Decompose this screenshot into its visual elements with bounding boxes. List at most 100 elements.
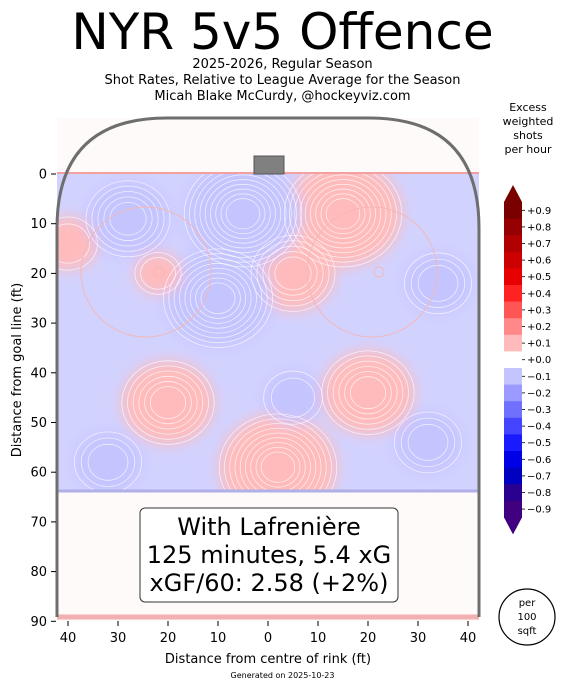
contour-ring — [183, 173, 303, 268]
colorbar-segment — [504, 417, 522, 435]
colorbar-segment — [504, 434, 522, 452]
colorbar-tick-label: +0.2 — [527, 322, 551, 333]
contour-ring — [189, 173, 297, 263]
x-tick-label: 40 — [60, 631, 77, 646]
heatmap-cell — [394, 411, 462, 473]
subtitle-author: Micah Blake McCurdy, @hockeyviz.com — [154, 89, 411, 104]
contour-ring — [225, 198, 261, 230]
contour-ring — [229, 423, 327, 491]
colorbar-segment — [504, 368, 522, 386]
y-axis: 0 10 20 30 40 50 60 70 80 90 — [30, 168, 56, 630]
colorbar-tick-label: −0.4 — [527, 422, 551, 433]
x-tick-label: 20 — [160, 631, 177, 646]
contour-ring — [138, 375, 198, 430]
x-tick-label: 40 — [460, 631, 477, 646]
colorbar-segment — [504, 235, 522, 253]
contour-ring — [121, 360, 215, 445]
colorbar-tick-label: +0.1 — [527, 339, 551, 350]
contour-ring — [256, 240, 330, 307]
colorbar-extend-top — [504, 185, 522, 202]
heatmap-cell — [263, 371, 323, 425]
colorbar-tick-label: +0.0 — [527, 355, 551, 366]
contour-ring — [310, 183, 376, 244]
contour-ring — [349, 376, 387, 410]
colorbar-tick-label: +0.7 — [527, 239, 551, 250]
x-axis-label: Distance from centre of rink (ft) — [165, 652, 371, 667]
contour-ring — [127, 365, 209, 440]
colorbar-title-line: shots — [513, 129, 543, 142]
y-tick-label: 10 — [30, 217, 47, 232]
colorbar-title: Excess weighted shots per hour — [490, 101, 565, 157]
x-tick-label: 20 — [360, 631, 377, 646]
annotation-line-3: xGF/60: 2.58 (+2%) — [150, 569, 389, 597]
faceoff-dot-right — [373, 266, 385, 278]
contour-ring — [255, 446, 301, 488]
contour-rings — [57, 173, 472, 491]
heatmap-cell — [184, 173, 302, 267]
contour-ring — [57, 223, 91, 264]
x-tick-label: 10 — [310, 631, 327, 646]
heatmap-cell — [86, 180, 170, 257]
contour-ring — [168, 253, 268, 344]
contour-ring — [320, 193, 366, 235]
scale-badge — [498, 588, 556, 646]
contour-ring — [403, 252, 472, 315]
contour-ring — [173, 258, 263, 339]
colorbar-tick-label: −0.3 — [527, 405, 551, 416]
contour-ring — [327, 355, 409, 430]
contour-ring — [250, 234, 336, 312]
heatmap-cell — [74, 431, 142, 491]
contour-ring — [344, 371, 392, 415]
contour-ring — [410, 258, 466, 308]
contour-ring — [132, 370, 204, 435]
colorbar-title-line: per hour — [504, 143, 552, 156]
annotation-line-2: 125 minutes, 5.4 xG — [147, 541, 391, 569]
heatmap-cell — [404, 252, 472, 314]
contour-ring — [103, 196, 153, 241]
chart-title: NYR 5v5 Offence — [71, 3, 494, 61]
colorbar-tick-label: −0.2 — [527, 388, 551, 399]
y-axis-label: Distance from goal line (ft) — [10, 283, 25, 457]
scale-badge-line: 100 — [517, 612, 536, 623]
contour-ring — [417, 264, 459, 302]
colorbar-segment — [504, 251, 522, 269]
contour-ring — [200, 282, 236, 315]
y-tick-label: 20 — [30, 267, 47, 282]
contour-ring — [134, 252, 182, 295]
colorbar-tick-label: +0.4 — [527, 289, 551, 300]
colorbar-segment — [504, 202, 522, 220]
y-tick-label: 50 — [30, 416, 47, 431]
contour-ring — [80, 437, 136, 487]
colorbar-title-line: weighted — [502, 115, 554, 128]
contour-ring — [204, 179, 282, 249]
colorbar-segment — [504, 500, 522, 518]
y-tick-label: 60 — [30, 466, 47, 481]
contour-ring — [218, 413, 338, 491]
contour-ring — [74, 431, 142, 491]
colorbar-tick-label: −0.1 — [527, 372, 551, 383]
colorbar-segment — [504, 285, 522, 303]
colorbar-tick-label: −0.5 — [527, 438, 551, 449]
contour-ring — [195, 277, 241, 319]
y-tick-label: 70 — [30, 515, 47, 530]
contour-ring — [294, 173, 392, 258]
contour-ring — [87, 443, 129, 481]
colorbar-tick-label: −0.8 — [527, 488, 551, 499]
colorbar-extend-bottom — [504, 517, 522, 535]
colorbar-tick-label: −0.6 — [527, 455, 551, 466]
rink-boards — [55, 116, 481, 617]
colorbar-segment — [504, 484, 522, 502]
contour-ring — [194, 173, 292, 258]
colorbar-segment — [504, 318, 522, 336]
contour-ring — [393, 411, 462, 474]
contour-ring — [184, 267, 252, 329]
colorbar-segment — [504, 301, 522, 319]
contour-ring — [57, 216, 98, 271]
colorbar: +0.9 +0.8 +0.7 +0.6 +0.5 +0.4 +0.3 +0.2 +0.1 +0.0… — [504, 185, 551, 535]
colorbar-tick-label: −0.9 — [527, 505, 551, 516]
colorbar-segment — [504, 218, 522, 236]
contour-ring — [262, 245, 324, 302]
contour-ring — [299, 174, 387, 254]
colorbar-tick-label: +0.3 — [527, 305, 551, 316]
